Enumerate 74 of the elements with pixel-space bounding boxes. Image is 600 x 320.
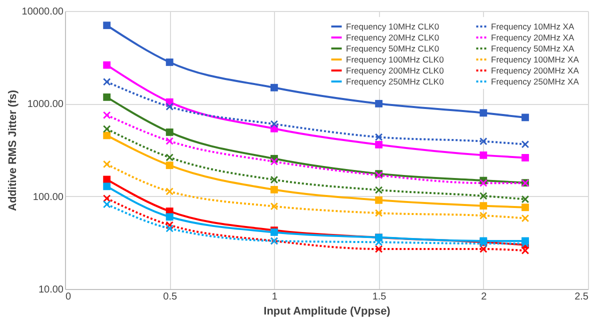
- legend-label: Frequency 250MHz CLK0: [346, 76, 444, 86]
- x-tick-label: 0: [66, 292, 72, 302]
- point: [102, 160, 111, 168]
- point: [521, 214, 530, 222]
- legend-label: Frequency 200MHz CLK0: [346, 66, 444, 76]
- legend-label: Frequency 20MHz CLK0: [346, 32, 440, 42]
- point: [103, 132, 111, 140]
- point: [166, 102, 174, 111]
- point: [375, 100, 383, 108]
- y-tick-label: 10000.00: [22, 6, 64, 18]
- point: [374, 186, 383, 194]
- legend-label: Frequency 100MHz XA: [491, 54, 580, 64]
- y-axis-title: Additive RMS Jitter (fs): [6, 90, 19, 212]
- point: [522, 204, 529, 212]
- point: [270, 158, 278, 166]
- point: [166, 162, 174, 170]
- x-axis-title: Input Amplitude (Vppse): [264, 306, 391, 318]
- point: [270, 84, 278, 92]
- legend-label: Frequency 50MHz CLK0: [346, 44, 440, 54]
- point: [479, 179, 488, 187]
- point: [375, 196, 383, 204]
- legend-label: Frequency 10MHz XA: [491, 22, 574, 32]
- point: [479, 137, 488, 146]
- x-tick-label: 1: [272, 292, 278, 302]
- point: [166, 213, 174, 221]
- point: [522, 154, 529, 162]
- point: [270, 186, 278, 194]
- point: [270, 202, 278, 210]
- x-tick-label: 1.5: [372, 292, 387, 302]
- legend-label: Frequency 100MHz CLK0: [346, 54, 444, 64]
- legend-label: Frequency 50MHz XA: [491, 44, 574, 54]
- y-tick-label: 100.00: [32, 192, 64, 203]
- legend-label: Frequency 250MHz XA: [491, 76, 580, 86]
- point: [102, 200, 111, 208]
- point: [374, 133, 383, 141]
- point: [166, 137, 174, 145]
- point: [166, 221, 174, 229]
- point: [103, 22, 111, 30]
- point: [479, 192, 488, 200]
- point: [374, 209, 383, 217]
- point: [521, 195, 530, 204]
- point: [270, 176, 278, 184]
- point: [521, 246, 530, 254]
- point: [102, 194, 111, 202]
- x-tick-label: 2.5: [574, 292, 589, 302]
- point: [521, 140, 530, 148]
- point: [522, 114, 529, 122]
- point: [103, 93, 111, 101]
- point: [102, 125, 111, 133]
- point: [166, 188, 174, 196]
- point: [103, 182, 111, 190]
- point: [480, 109, 488, 117]
- point: [479, 212, 488, 220]
- legend-label: Frequency 20MHz XA: [491, 32, 574, 42]
- point: [375, 140, 383, 148]
- legend-label: Frequency 10MHz CLK0: [346, 22, 440, 32]
- legend-label: Frequency 200MHz XA: [491, 66, 580, 76]
- point: [166, 224, 174, 232]
- point: [480, 151, 488, 159]
- point: [479, 245, 488, 253]
- point: [480, 202, 488, 210]
- point: [374, 238, 383, 246]
- point: [102, 78, 111, 86]
- point: [374, 245, 383, 253]
- point: [270, 120, 278, 128]
- point: [166, 128, 174, 136]
- x-tick-label: 2: [481, 292, 488, 302]
- y-tick-label: 1000.00: [27, 99, 64, 110]
- point: [166, 58, 174, 66]
- point: [166, 154, 174, 162]
- point: [103, 61, 111, 69]
- point: [102, 111, 111, 120]
- x-tick-label: 0.5: [163, 292, 178, 302]
- y-tick-label: 10.00: [38, 284, 64, 296]
